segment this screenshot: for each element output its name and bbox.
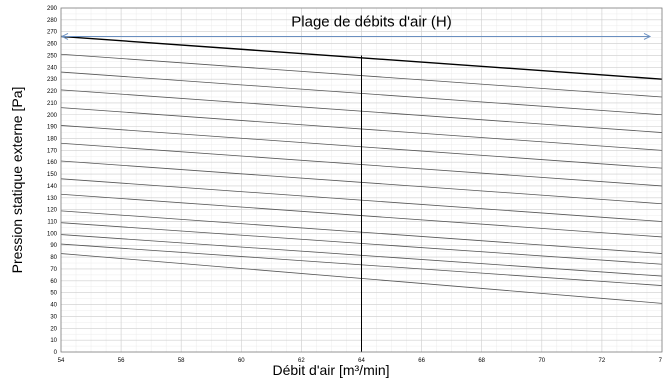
y-tick-label: 40: [50, 303, 57, 309]
y-tick-label: 260: [47, 42, 58, 48]
y-tick-label: 180: [47, 136, 58, 142]
y-tick-label: 10: [50, 338, 57, 344]
y-tick-label: 160: [47, 160, 58, 166]
y-tick-label: 110: [47, 220, 57, 226]
y-tick-label: 100: [47, 231, 58, 237]
x-tick-label: 54: [58, 358, 65, 364]
y-tick-label: 220: [47, 89, 58, 95]
y-tick-label: 150: [47, 172, 58, 178]
y-tick-label: 170: [47, 148, 58, 154]
plot-frame: [60, 7, 663, 353]
y-tick-label: 120: [47, 208, 58, 214]
y-tick-label: 20: [50, 326, 57, 332]
x-tick-label: 64: [358, 358, 365, 364]
x-tick-label: 60: [238, 358, 245, 364]
y-tick-label: 270: [47, 30, 58, 36]
y-tick-label: 290: [47, 6, 58, 12]
y-tick-label: 80: [50, 255, 57, 261]
x-tick-labels: 54 56 58 60 62 64 66 68 70 72 7: [58, 358, 663, 364]
y-tick-label: 140: [47, 184, 58, 190]
y-tick-label: 0: [54, 350, 58, 356]
y-tick-label: 210: [47, 101, 58, 107]
x-tick-label: 72: [599, 358, 606, 364]
x-axis-title: Débit d'air [m³/min]: [272, 362, 389, 378]
range-arrow-right-head: [643, 33, 652, 40]
y-tick-label: 280: [47, 18, 58, 24]
y-tick-label: 70: [50, 267, 57, 273]
range-arrow-group: [60, 33, 652, 40]
y-tick-label: 130: [47, 196, 58, 202]
x-tick-label: 66: [418, 358, 425, 364]
y-tick-label: 90: [50, 243, 57, 249]
y-tick-label: 50: [50, 291, 57, 297]
y-tick-label: 30: [50, 314, 57, 320]
y-tick-label: 230: [47, 77, 58, 83]
y-tick-label: 60: [50, 279, 57, 285]
x-tick-label: 70: [538, 358, 545, 364]
x-tick-label: 62: [298, 358, 305, 364]
x-tick-label: 68: [478, 358, 485, 364]
y-tick-label: 240: [47, 65, 58, 71]
x-tick-label: 7: [659, 358, 663, 364]
y-tick-label: 250: [47, 53, 58, 59]
y-tick-label: 200: [47, 113, 58, 119]
y-tick-label: 190: [47, 125, 58, 131]
range-arrow-left-head: [60, 33, 69, 40]
airflow-range-label: Plage de débits d'air (H): [291, 13, 451, 30]
x-tick-label: 58: [178, 358, 185, 364]
y-tick-labels: 0 10 20 30 40 50 60 70 80 90 100 110 120 130 140 150 160…: [47, 6, 58, 356]
x-tick-label: 56: [118, 358, 125, 364]
y-axis-title: Pression statique externe [Pa]: [9, 87, 25, 274]
